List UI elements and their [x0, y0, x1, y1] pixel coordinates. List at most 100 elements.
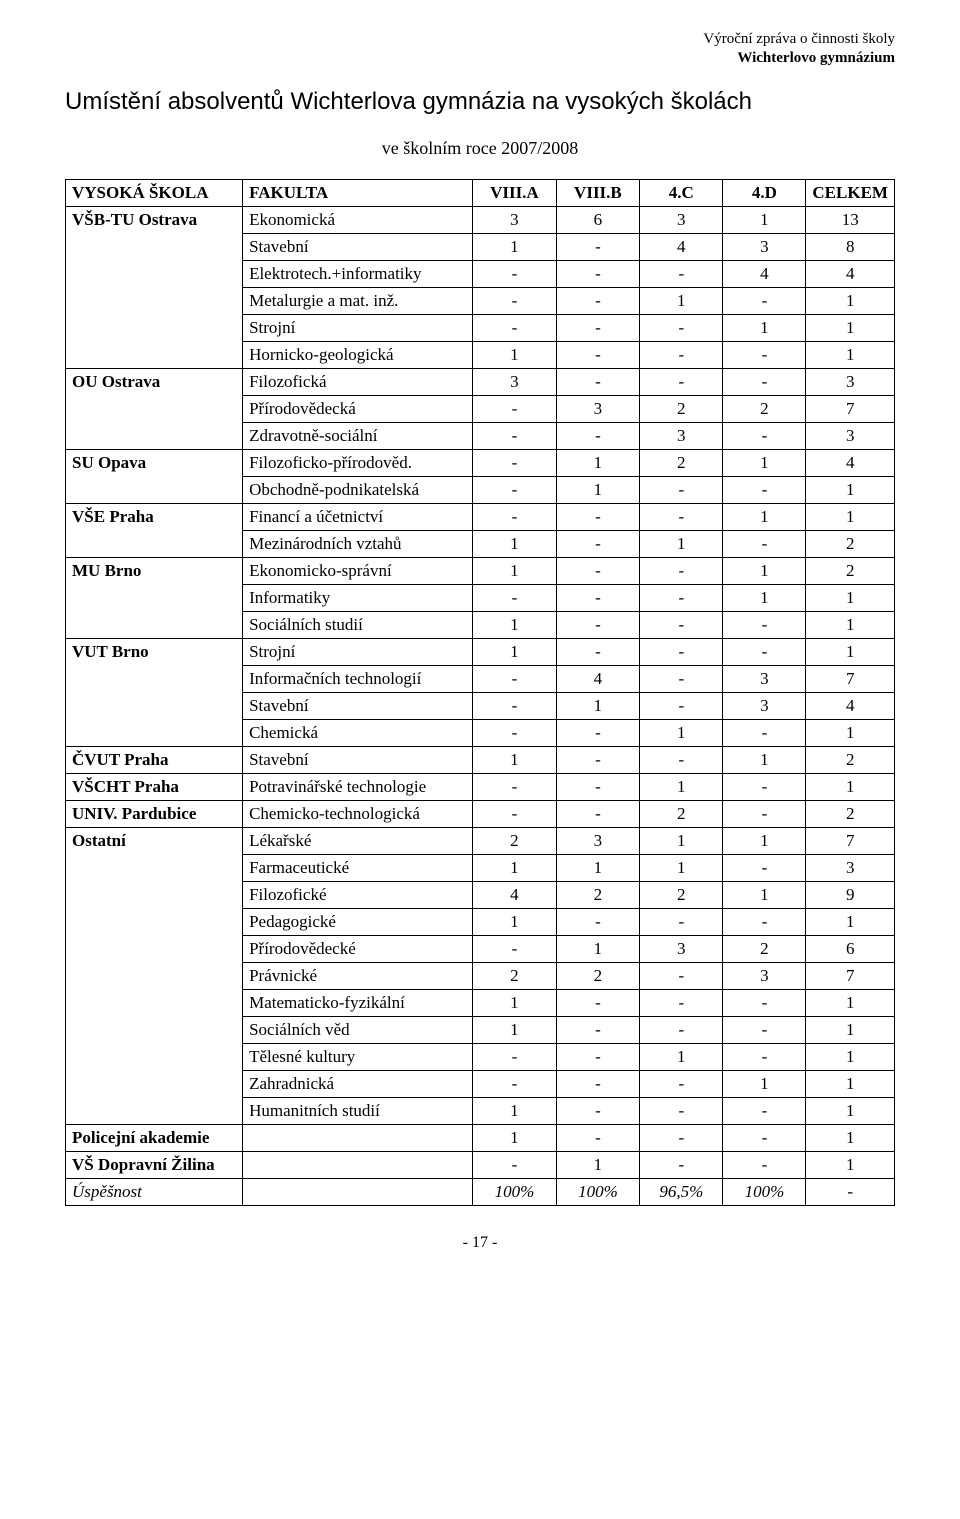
- value-cell: -: [556, 557, 639, 584]
- value-cell: 3: [640, 206, 723, 233]
- value-cell: -: [556, 638, 639, 665]
- value-cell: 2: [723, 395, 806, 422]
- value-cell: -: [723, 1097, 806, 1124]
- value-cell: -: [723, 908, 806, 935]
- value-cell: 3: [473, 368, 557, 395]
- value-cell: 1: [723, 314, 806, 341]
- value-cell: -: [640, 908, 723, 935]
- col-school: VYSOKÁ ŠKOLA: [66, 179, 243, 206]
- table-row: VUT BrnoStrojní1---1: [66, 638, 895, 665]
- col-d: 4.D: [723, 179, 806, 206]
- col-a: VIII.A: [473, 179, 557, 206]
- faculty-cell: Hornicko-geologická: [243, 341, 473, 368]
- school-cell: Policejní akademie: [66, 1124, 243, 1151]
- value-cell: 3: [806, 854, 895, 881]
- value-cell: -: [556, 800, 639, 827]
- value-cell: 1: [556, 692, 639, 719]
- faculty-cell: Ekonomicko-správní: [243, 557, 473, 584]
- value-cell: 1: [640, 854, 723, 881]
- value-cell: -: [473, 719, 557, 746]
- value-cell: 1: [723, 206, 806, 233]
- value-cell: 2: [556, 962, 639, 989]
- document-page: Výroční zpráva o činnosti školy Wichterl…: [0, 0, 960, 1272]
- value-cell: 3: [473, 206, 557, 233]
- school-cell: VUT Brno: [66, 638, 243, 746]
- value-cell: 1: [806, 1016, 895, 1043]
- page-title: Umístění absolventů Wichterlova gymnázia…: [65, 88, 895, 116]
- value-cell: 1: [723, 449, 806, 476]
- value-cell: 1: [806, 1097, 895, 1124]
- value-cell: -: [473, 422, 557, 449]
- value-cell: -: [556, 314, 639, 341]
- value-cell: -: [556, 503, 639, 530]
- value-cell: -: [640, 746, 723, 773]
- faculty-cell: Chemická: [243, 719, 473, 746]
- value-cell: 4: [640, 233, 723, 260]
- value-cell: -: [723, 368, 806, 395]
- value-cell: 1: [473, 530, 557, 557]
- value-cell: 1: [723, 827, 806, 854]
- footer-value-cell: -: [806, 1178, 895, 1205]
- faculty-cell: Informačních technologií: [243, 665, 473, 692]
- value-cell: 1: [473, 1097, 557, 1124]
- value-cell: 1: [473, 638, 557, 665]
- value-cell: 1: [556, 476, 639, 503]
- value-cell: -: [556, 611, 639, 638]
- value-cell: 1: [473, 233, 557, 260]
- value-cell: -: [473, 692, 557, 719]
- value-cell: 3: [723, 233, 806, 260]
- value-cell: 1: [806, 503, 895, 530]
- value-cell: 9: [806, 881, 895, 908]
- table-row: OU OstravaFilozofická3---3: [66, 368, 895, 395]
- faculty-cell: Lékařské: [243, 827, 473, 854]
- value-cell: -: [473, 773, 557, 800]
- value-cell: 1: [556, 935, 639, 962]
- value-cell: -: [640, 476, 723, 503]
- value-cell: -: [556, 1043, 639, 1070]
- faculty-cell: Zdravotně-sociální: [243, 422, 473, 449]
- placement-table: VYSOKÁ ŠKOLA FAKULTA VIII.A VIII.B 4.C 4…: [65, 179, 895, 1206]
- faculty-cell: Pedagogické: [243, 908, 473, 935]
- value-cell: 1: [640, 719, 723, 746]
- value-cell: -: [556, 989, 639, 1016]
- report-header-line2: Wichterlovo gymnázium: [65, 49, 895, 68]
- value-cell: 6: [806, 935, 895, 962]
- value-cell: 4: [556, 665, 639, 692]
- value-cell: -: [723, 341, 806, 368]
- faculty-cell: Mezinárodních vztahů: [243, 530, 473, 557]
- value-cell: 1: [806, 287, 895, 314]
- value-cell: -: [556, 233, 639, 260]
- value-cell: -: [723, 638, 806, 665]
- value-cell: 4: [723, 260, 806, 287]
- school-cell: VŠB-TU Ostrava: [66, 206, 243, 368]
- faculty-cell: Přírodovědecká: [243, 395, 473, 422]
- value-cell: 7: [806, 827, 895, 854]
- value-cell: 4: [806, 449, 895, 476]
- faculty-cell: Filozoficko-přírodověd.: [243, 449, 473, 476]
- value-cell: -: [723, 719, 806, 746]
- value-cell: 3: [806, 368, 895, 395]
- value-cell: 3: [723, 962, 806, 989]
- value-cell: -: [640, 1097, 723, 1124]
- value-cell: 2: [723, 935, 806, 962]
- table-footer-row: Úspěšnost100%100%96,5%100%-: [66, 1178, 895, 1205]
- value-cell: -: [473, 1151, 557, 1178]
- value-cell: 2: [640, 800, 723, 827]
- value-cell: -: [723, 611, 806, 638]
- value-cell: -: [723, 800, 806, 827]
- value-cell: 1: [473, 611, 557, 638]
- table-row: Policejní akademie1---1: [66, 1124, 895, 1151]
- table-row: OstatníLékařské23117: [66, 827, 895, 854]
- footer-value-cell: 100%: [723, 1178, 806, 1205]
- faculty-cell: Metalurgie a mat. inž.: [243, 287, 473, 314]
- value-cell: -: [640, 611, 723, 638]
- faculty-cell: Chemicko-technologická: [243, 800, 473, 827]
- value-cell: -: [640, 1070, 723, 1097]
- value-cell: -: [723, 476, 806, 503]
- faculty-cell: Financí a účetnictví: [243, 503, 473, 530]
- value-cell: -: [723, 287, 806, 314]
- value-cell: 1: [806, 989, 895, 1016]
- value-cell: 1: [473, 341, 557, 368]
- value-cell: -: [723, 854, 806, 881]
- value-cell: 1: [723, 557, 806, 584]
